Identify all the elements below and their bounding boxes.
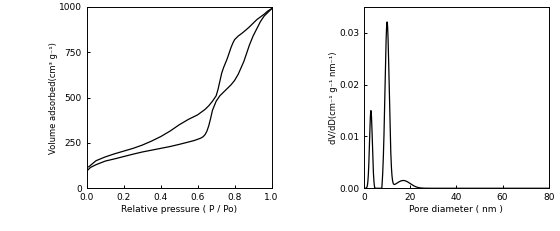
X-axis label: Pore diameter ( nm ): Pore diameter ( nm )	[409, 205, 503, 214]
X-axis label: Relative pressure ( P / Po): Relative pressure ( P / Po)	[121, 205, 237, 214]
Y-axis label: dV/dD(cm⁻¹ g⁻¹ nm⁻¹): dV/dD(cm⁻¹ g⁻¹ nm⁻¹)	[329, 51, 338, 144]
Y-axis label: Volume adsorbed(cm³ g⁻¹): Volume adsorbed(cm³ g⁻¹)	[49, 42, 58, 154]
